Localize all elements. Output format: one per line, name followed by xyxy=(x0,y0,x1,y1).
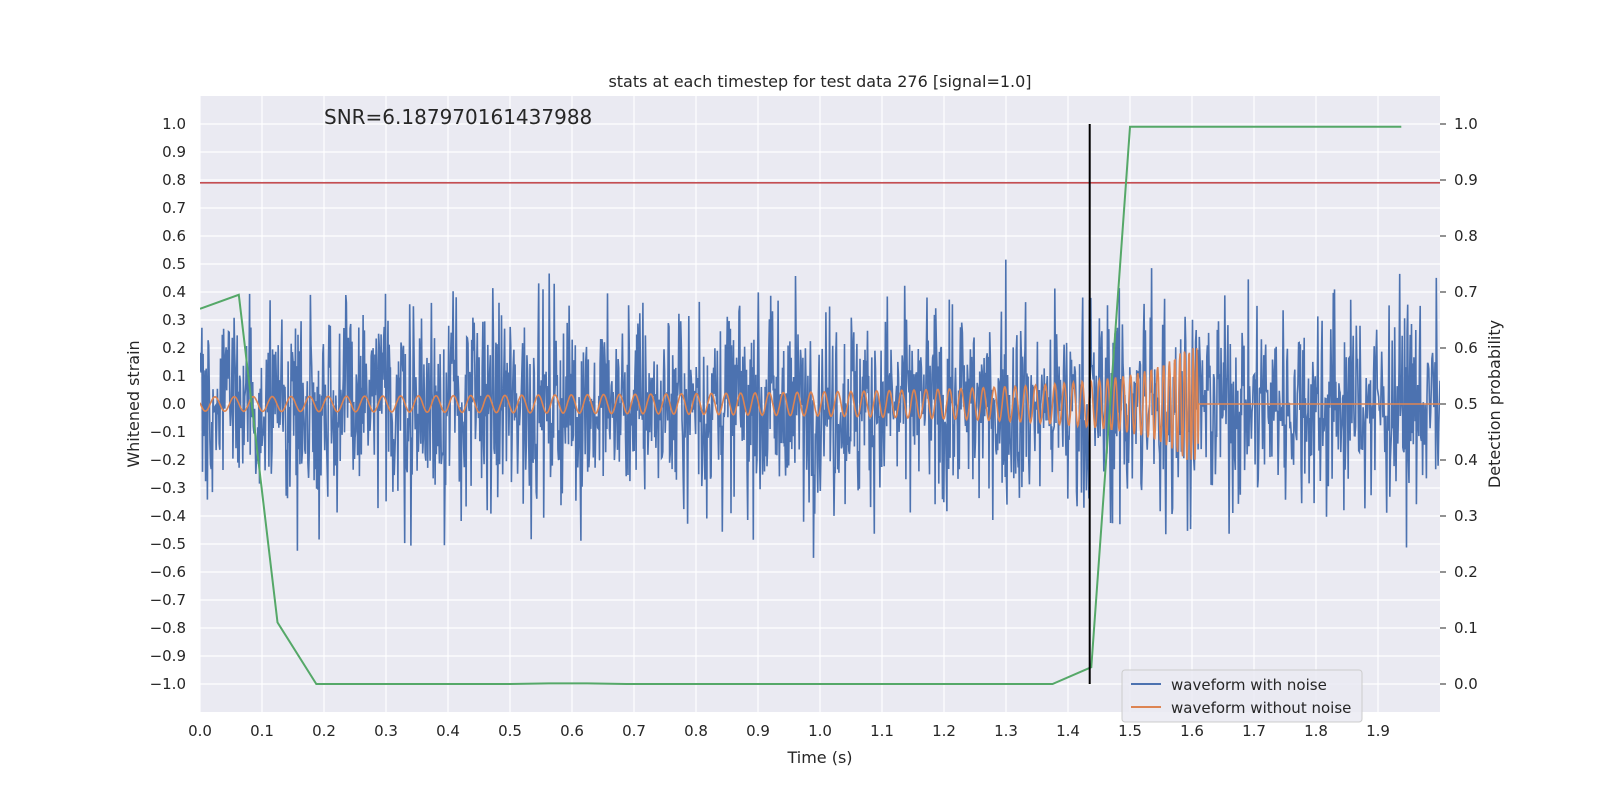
y-tick-label: 0.3 xyxy=(162,311,186,329)
y-axis-ticks: −1.0 −0.9 −0.8 −0.7 −0.6 −0.5 −0.4 −0.3 −0.2 −0.1… xyxy=(150,115,186,693)
y-tick-label: 0.6 xyxy=(162,227,186,245)
y-tick-label: 0.0 xyxy=(162,395,186,413)
x-axis-ticks: 0.0 0.1 0.2 0.3 0.4 0.5 0.6 0.7 0.8 0.9 1.0 1.1 1.2 1… xyxy=(188,722,1390,740)
x-tick-label: 0.5 xyxy=(498,722,522,740)
y-axis-label: Whitened strain xyxy=(124,340,143,467)
x-tick-label: 1.5 xyxy=(1118,722,1142,740)
y2-tick-label: 0.8 xyxy=(1454,227,1478,245)
legend-label-noisy: waveform with noise xyxy=(1171,676,1327,694)
x-tick-label: 0.4 xyxy=(436,722,460,740)
x-tick-label: 0.6 xyxy=(560,722,584,740)
y-tick-label: −0.5 xyxy=(150,535,186,553)
y2-tick-label: 0.9 xyxy=(1454,171,1478,189)
x-tick-label: 0.2 xyxy=(312,722,336,740)
y-tick-label: −0.1 xyxy=(150,423,186,441)
x-tick-label: 0.3 xyxy=(374,722,398,740)
x-tick-label: 1.6 xyxy=(1180,722,1204,740)
x-tick-label: 1.2 xyxy=(932,722,956,740)
y2-tick-label: 0.1 xyxy=(1454,619,1478,637)
legend-label-clean: waveform without noise xyxy=(1171,699,1351,717)
x-tick-label: 0.9 xyxy=(746,722,770,740)
x-tick-label: 0.8 xyxy=(684,722,708,740)
y2-tick-label: 0.3 xyxy=(1454,507,1478,525)
y-tick-label: 0.5 xyxy=(162,255,186,273)
x-tick-label: 1.0 xyxy=(808,722,832,740)
x-tick-label: 1.9 xyxy=(1366,722,1390,740)
y-tick-label: −0.6 xyxy=(150,563,186,581)
x-tick-label: 0.7 xyxy=(622,722,646,740)
x-tick-label: 1.3 xyxy=(994,722,1018,740)
y-tick-label: −0.4 xyxy=(150,507,186,525)
y-tick-label: 0.1 xyxy=(162,367,186,385)
x-tick-label: 1.1 xyxy=(870,722,894,740)
y2-axis-label: Detection probability xyxy=(1485,320,1504,488)
chart-title: stats at each timestep for test data 276… xyxy=(608,72,1031,91)
y-tick-label: −0.2 xyxy=(150,451,186,469)
y2-tick-label: 0.4 xyxy=(1454,451,1478,469)
series-detection-probability xyxy=(200,125,1402,685)
y-tick-label: 1.0 xyxy=(162,115,186,133)
x-tick-label: 0.0 xyxy=(188,722,212,740)
snr-annotation: SNR=6.187970161437988 xyxy=(324,105,592,129)
y2-tick-label: 1.0 xyxy=(1454,115,1478,133)
y2-tick-label: 0.6 xyxy=(1454,339,1478,357)
y2-tick-label: 0.2 xyxy=(1454,563,1478,581)
y-tick-label: −0.8 xyxy=(150,619,186,637)
y-tick-label: −0.7 xyxy=(150,591,186,609)
y2-axis-ticks: 0.0 0.1 0.2 0.3 0.4 0.5 0.6 0.7 0.8 0.9 1.0 xyxy=(1440,115,1478,693)
legend-box xyxy=(1121,669,1363,723)
y-tick-label: 0.4 xyxy=(162,283,186,301)
series-waveform-without-noise xyxy=(200,348,1440,460)
x-tick-label: 0.1 xyxy=(250,722,274,740)
y-tick-label: −0.9 xyxy=(150,647,186,665)
x-tick-label: 1.8 xyxy=(1304,722,1328,740)
y-tick-label: −1.0 xyxy=(150,675,186,693)
y-tick-label: −0.3 xyxy=(150,479,186,497)
y2-tick-label: 0.0 xyxy=(1454,675,1478,693)
y-tick-label: 0.2 xyxy=(162,339,186,357)
y-tick-label: 0.7 xyxy=(162,199,186,217)
x-axis-label: Time (s) xyxy=(786,748,852,767)
x-tick-label: 1.7 xyxy=(1242,722,1266,740)
y2-tick-label: 0.5 xyxy=(1454,395,1478,413)
legend: waveform with noise waveform without noi… xyxy=(1121,669,1363,723)
y-tick-label: 0.8 xyxy=(162,171,186,189)
x-tick-label: 1.4 xyxy=(1056,722,1080,740)
y-tick-label: 0.9 xyxy=(162,143,186,161)
y2-tick-label: 0.7 xyxy=(1454,283,1478,301)
